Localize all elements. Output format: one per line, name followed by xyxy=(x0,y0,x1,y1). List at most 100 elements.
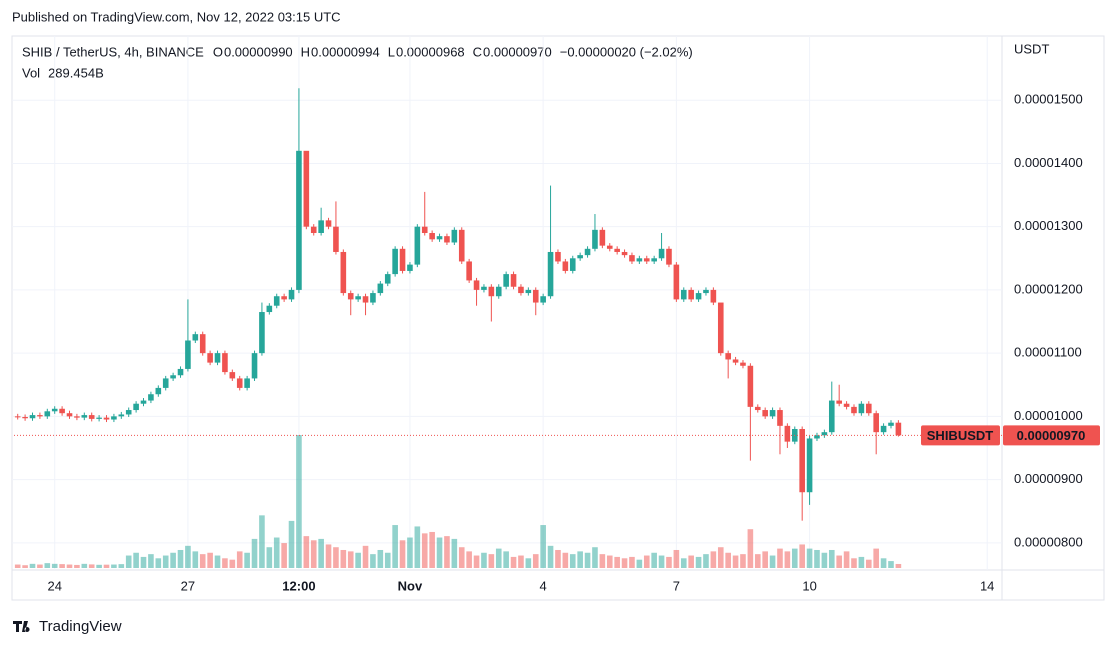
candle-body xyxy=(569,258,576,271)
candle-body xyxy=(14,416,21,418)
volume-bar xyxy=(577,551,583,568)
candle-body xyxy=(577,255,583,259)
x-tick-label: 10 xyxy=(802,578,816,593)
legend-item: O xyxy=(213,44,223,59)
volume-bar xyxy=(666,556,672,568)
volume-bar xyxy=(207,552,213,568)
volume-bar xyxy=(377,549,384,568)
volume-bar xyxy=(273,537,280,568)
volume-bar xyxy=(384,552,391,568)
volume-bar xyxy=(407,537,413,568)
candle-body xyxy=(754,406,761,411)
candle-body xyxy=(81,415,88,418)
x-tick-label: 27 xyxy=(181,578,195,593)
candle-body xyxy=(643,258,650,262)
candle-body xyxy=(88,415,95,419)
candle-body xyxy=(347,293,354,300)
candle-body xyxy=(29,415,36,419)
candle-body xyxy=(510,274,517,287)
candle-body xyxy=(814,435,820,439)
legend-item: H xyxy=(301,44,310,59)
volume-bar xyxy=(281,543,287,568)
volume-bar xyxy=(325,544,332,568)
volume-bar xyxy=(888,561,894,568)
candle-body xyxy=(111,416,117,420)
volume-bar xyxy=(214,555,221,568)
volume-bar xyxy=(66,564,73,568)
candle-body xyxy=(251,353,258,379)
volume-bar xyxy=(14,564,21,568)
volume-bar xyxy=(740,554,746,568)
y-tick-label: 0.00001200 xyxy=(1014,281,1083,296)
candle-body xyxy=(710,289,717,303)
volume-bar xyxy=(392,525,398,568)
volume-bar xyxy=(754,554,761,568)
candle-body xyxy=(148,394,154,401)
volume-bar xyxy=(259,515,265,568)
volume xyxy=(14,435,902,568)
legend-item: −0.00000020 (−2.02%) xyxy=(560,44,693,59)
candle-body xyxy=(481,286,487,290)
candle-body xyxy=(429,233,435,240)
volume-bar xyxy=(185,545,191,568)
candle-body xyxy=(370,293,376,303)
volume-bar xyxy=(495,548,502,568)
candle-body xyxy=(236,378,243,388)
volume-bar xyxy=(562,552,569,568)
volume-bar xyxy=(103,564,110,568)
candle-body xyxy=(125,410,132,415)
volume-bar xyxy=(148,554,154,568)
brand-logo: TradingView xyxy=(13,618,122,635)
volume-bar xyxy=(569,554,576,568)
volume-bar xyxy=(518,555,524,568)
volume-bar xyxy=(621,558,628,568)
volume-bar xyxy=(784,551,791,568)
candle-body xyxy=(318,220,324,234)
volume-bar xyxy=(414,526,421,568)
candle-body xyxy=(37,415,43,417)
candle-body xyxy=(140,400,147,404)
y-axis-label: USDT xyxy=(1014,41,1049,56)
candle-body xyxy=(540,296,546,303)
candle-body xyxy=(762,410,768,417)
volume-bar xyxy=(318,538,324,568)
candle-body xyxy=(192,334,199,341)
volume-bar xyxy=(769,555,776,568)
candle-body xyxy=(821,432,828,436)
volume-bar xyxy=(266,547,273,568)
candle-body xyxy=(629,255,635,262)
candle-body xyxy=(666,248,672,265)
volume-bar xyxy=(333,547,339,568)
volume-bar xyxy=(111,564,117,568)
candle-body xyxy=(458,229,465,262)
candle-body xyxy=(495,286,502,297)
candle-body xyxy=(740,362,746,366)
volume-bar xyxy=(37,564,43,568)
axes: 0.00000800 0.00000900 0.00001000 0.00001100… xyxy=(14,92,1100,593)
volume-bar xyxy=(510,556,517,568)
legend-item: 0.00000990 xyxy=(224,44,293,59)
volume-bar xyxy=(747,529,754,568)
volume-bar xyxy=(599,554,606,568)
symbol-label: SHIBUSDT xyxy=(927,428,994,443)
x-tick-label: 4 xyxy=(540,578,547,593)
candle-body xyxy=(51,408,58,412)
candle-body xyxy=(288,289,295,300)
volume-bar xyxy=(629,556,635,568)
candle-body xyxy=(658,248,665,259)
candle-body xyxy=(888,422,894,426)
candle-body xyxy=(414,226,421,265)
candle-body xyxy=(392,248,398,275)
candle-body xyxy=(355,296,361,300)
symbol-label-box xyxy=(921,425,1000,446)
volume-bar xyxy=(458,547,465,568)
candle-body xyxy=(436,236,443,240)
brand-name: TradingView xyxy=(39,618,122,635)
volume-bar xyxy=(606,555,613,568)
candle-body xyxy=(214,353,221,363)
volume-bar xyxy=(481,552,487,568)
candle-body xyxy=(96,417,102,419)
candle-body xyxy=(732,359,739,363)
y-tick-label: 0.00001500 xyxy=(1014,92,1083,107)
candle-body xyxy=(407,264,413,271)
